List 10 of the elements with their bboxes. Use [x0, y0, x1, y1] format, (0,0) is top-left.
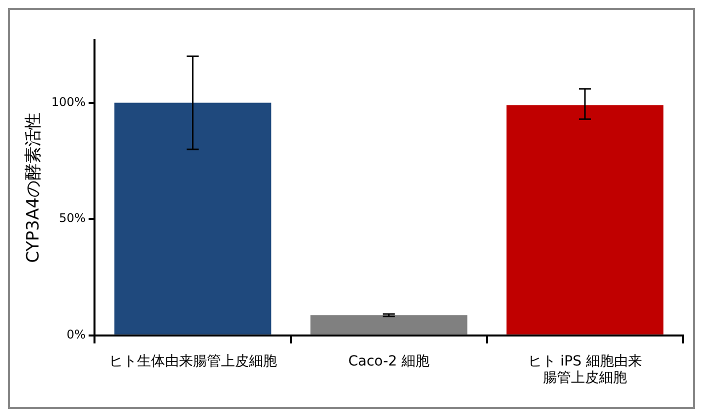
bar: [506, 105, 664, 334]
y-tick-label: 0%: [66, 328, 86, 342]
bar: [114, 102, 272, 334]
y-tick-label: 100%: [51, 94, 86, 109]
y-axis-title: CYP3A4の酵素活性: [24, 112, 44, 263]
x-tick-label: ヒト生体由来腸管上皮細胞: [108, 353, 277, 370]
y-tick-label: 50%: [59, 211, 86, 226]
x-tick-label: Caco-2 細胞: [348, 353, 430, 370]
bar: [310, 315, 468, 334]
x-tick-label: ヒト iPS 細胞由来腸管上皮細胞: [528, 353, 642, 386]
